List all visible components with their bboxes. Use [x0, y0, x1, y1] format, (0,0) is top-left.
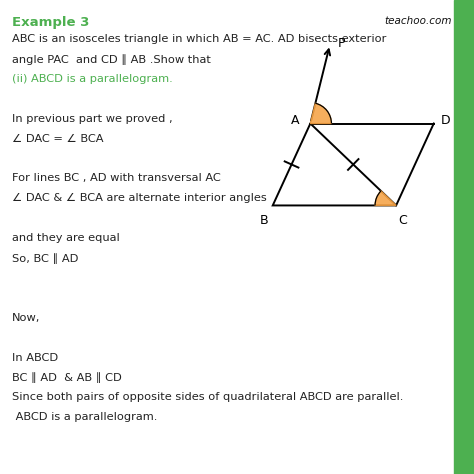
Text: So, BC ∥ AD: So, BC ∥ AD: [12, 253, 78, 264]
Text: and they are equal: and they are equal: [12, 233, 119, 243]
Text: In ABCD: In ABCD: [12, 353, 58, 363]
Text: ∠ DAC = ∠ BCA: ∠ DAC = ∠ BCA: [12, 134, 103, 144]
Text: A: A: [291, 114, 300, 127]
Text: Now,: Now,: [12, 313, 40, 323]
Text: angle PAC  and CD ∥ AB .Show that: angle PAC and CD ∥ AB .Show that: [12, 54, 211, 65]
Text: D: D: [441, 114, 451, 127]
Text: ABC is an isosceles triangle in which AB = AC. AD bisects exterior: ABC is an isosceles triangle in which AB…: [12, 34, 386, 44]
Text: ∠ DAC & ∠ BCA are alternate interior angles: ∠ DAC & ∠ BCA are alternate interior ang…: [12, 193, 266, 203]
Text: In previous part we proved ,: In previous part we proved ,: [12, 114, 173, 124]
Wedge shape: [310, 103, 331, 124]
Text: ABCD is a parallelogram.: ABCD is a parallelogram.: [12, 412, 157, 422]
Text: C: C: [398, 214, 407, 227]
Bar: [454, 0, 474, 474]
Text: (ii) ABCD is a parallelogram.: (ii) ABCD is a parallelogram.: [12, 74, 173, 84]
Text: P: P: [338, 36, 346, 50]
Text: teachoo.com: teachoo.com: [384, 16, 452, 26]
Text: B: B: [259, 214, 268, 227]
Text: Example 3: Example 3: [12, 16, 89, 28]
Wedge shape: [375, 191, 396, 205]
Text: Since both pairs of opposite sides of quadrilateral ABCD are parallel.: Since both pairs of opposite sides of qu…: [12, 392, 403, 402]
Text: For lines BC , AD with transversal AC: For lines BC , AD with transversal AC: [12, 173, 220, 183]
Text: BC ∥ AD  & AB ∥ CD: BC ∥ AD & AB ∥ CD: [12, 373, 122, 383]
